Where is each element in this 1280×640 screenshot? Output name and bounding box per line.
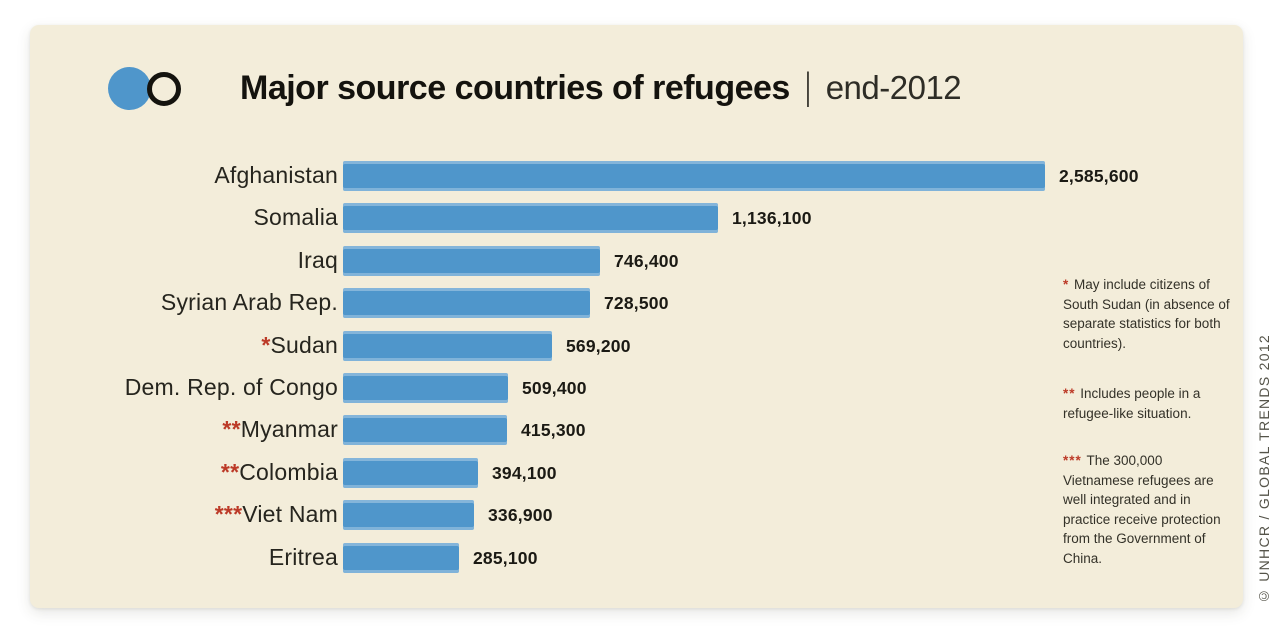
title-separator: | [805,65,811,108]
footnotes: * May include citizens of South Sudan (i… [1063,25,1231,608]
row-bar [343,542,459,573]
row-label: Eritrea [268,543,338,570]
chart-row: **Colombia 394,100 [30,457,1243,488]
title-subtitle: end-2012 [825,69,962,106]
footnote-marker: * [1063,277,1075,292]
footnote: *** The 300,000 Vietnamese refugees are … [1063,451,1231,568]
footnote-marker: *** [1063,453,1087,468]
bar-chart: Afghanistan 2,585,600 Somalia 1,136,100 Iraq… [30,25,1243,608]
row-label: **Myanmar [222,416,338,443]
chart-row: Iraq 746,400 [30,245,1243,276]
row-bar [343,288,590,319]
chart-row: Dem. Rep. of Congo 509,400 [30,373,1243,403]
title-block: Major source countries of refugees | end… [240,65,962,111]
row-value: 746,400 [614,250,679,271]
row-asterisk: ** [222,416,241,443]
row-label: *Sudan [261,331,338,358]
unhcr-logo-icon [108,65,212,111]
logo-filled-circle-icon [108,67,151,110]
header: Major source countries of refugees | end… [108,53,962,123]
footnote: ** Includes people in a refugee-like sit… [1063,384,1231,423]
row-asterisk: *** [214,501,243,528]
page-title: Major source countries of refugees [240,68,790,107]
row-value: 2,585,600 [1059,166,1139,186]
row-bar [343,500,474,531]
chart-row: Eritrea 285,100 [30,542,1243,573]
footnote-marker: ** [1063,386,1081,401]
chart-row: Somalia 1,136,100 [30,203,1243,234]
row-bar [343,415,507,446]
row-label: Iraq [297,246,338,273]
row-bar [343,457,478,488]
row-bar [343,203,718,234]
row-value: 394,100 [492,462,557,483]
chart-row: **Myanmar 415,300 [30,415,1243,446]
logo-ring-icon [147,72,181,106]
footnote-text: May include citizens of South Sudan (in … [1063,277,1230,351]
chart-row: Afghanistan 2,585,600 [30,161,1243,191]
chart-row: ***Viet Nam 336,900 [30,500,1243,531]
row-value: 285,100 [473,547,538,568]
row-value: 569,200 [566,335,631,356]
row-value: 336,900 [488,505,553,526]
row-asterisk: * [261,331,271,358]
footnote-text: The 300,000 Vietnamese refugees are well… [1063,453,1221,566]
infographic-card: Major source countries of refugees | end… [30,25,1243,608]
row-value: 415,300 [521,420,586,441]
row-bar [343,330,552,361]
footnote: * May include citizens of South Sudan (i… [1063,275,1231,353]
row-label: Afghanistan [214,162,338,188]
row-bar [343,373,508,403]
row-asterisk: ** [220,458,240,485]
row-value: 728,500 [604,293,669,314]
copyright-vertical-text: © UNHCR / GLOBAL TRENDS 2012 [1256,333,1272,604]
row-label: Somalia [253,204,338,231]
row-label: Syrian Arab Rep. [160,289,338,316]
row-value: 1,136,100 [732,208,812,229]
row-label: Dem. Rep. of Congo [124,374,338,400]
chart-row: Syrian Arab Rep. 728,500 [30,288,1243,319]
chart-row: *Sudan 569,200 [30,330,1243,361]
row-bar [343,245,600,276]
row-value: 509,400 [522,378,587,398]
footnote-text: Includes people in a refugee-like situat… [1063,386,1201,421]
row-label: **Colombia [220,458,338,485]
row-bar [343,161,1045,191]
row-label: ***Viet Nam [214,501,338,528]
